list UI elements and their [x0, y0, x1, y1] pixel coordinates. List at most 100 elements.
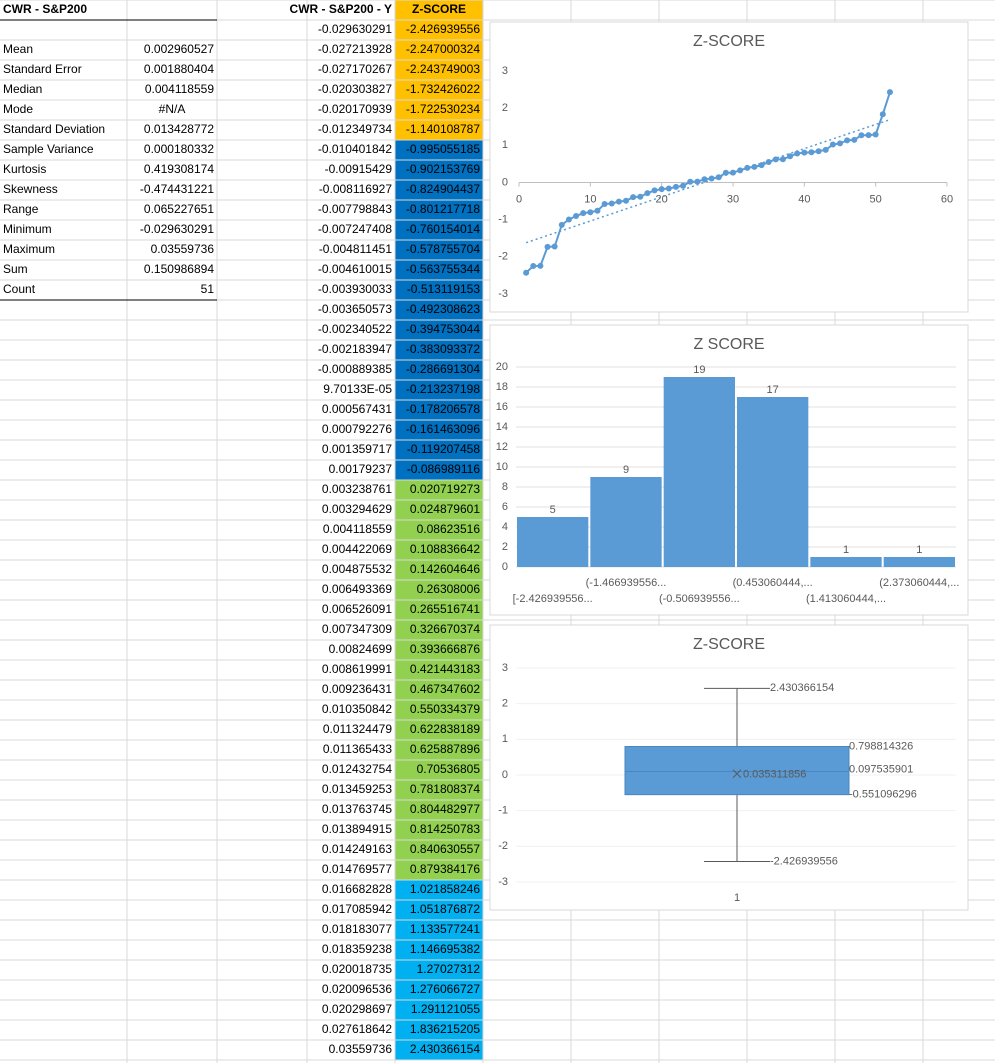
cell-value: -1.140108787 [406, 122, 480, 136]
cell-value: 0.879384176 [410, 862, 480, 876]
cell-value: 0.840630557 [410, 842, 480, 856]
cell-value: 0.020018735 [322, 962, 392, 976]
cell-value: 0.00179237 [329, 462, 393, 476]
x-tick-label: 10 [584, 193, 596, 205]
data-label: 2.430366154 [770, 682, 834, 694]
cell-value: 0.020719273 [410, 482, 480, 496]
cell-value: 1.276066727 [410, 982, 480, 996]
cell-fill [395, 440, 483, 460]
data-label: 17 [767, 384, 779, 396]
stat-label: Minimum [3, 222, 52, 236]
data-point [608, 200, 615, 207]
y-tick-label: -3 [498, 288, 508, 300]
cell-value: 0.814250783 [410, 822, 480, 836]
cell-value: 0.018183077 [322, 922, 392, 936]
x-tick-label: 1 [734, 892, 740, 904]
x-tick-label: (2.373060444,... [879, 577, 959, 589]
cell-fill [395, 180, 483, 200]
data-label: 0.035311856 [743, 769, 806, 781]
cell-value: -2.426939556 [406, 22, 480, 36]
data-point [844, 137, 851, 144]
cell-value: 0.004118559 [323, 522, 393, 536]
cell-value: -0.007247408 [318, 222, 392, 236]
bar [737, 397, 809, 567]
y-tick-label: 12 [496, 441, 508, 453]
cell-fill [395, 120, 483, 140]
cell-value: 0.781808374 [410, 782, 480, 796]
data-point [722, 169, 729, 176]
x-tick-label: 0 [516, 193, 522, 205]
data-point [886, 89, 893, 96]
stat-value: 0.002960527 [144, 42, 214, 56]
data-label: 5 [550, 504, 556, 516]
x-tick-label: (0.453060444,... [733, 577, 813, 589]
data-point [701, 176, 708, 183]
cell-value: -0.000889385 [318, 362, 392, 376]
cell-fill [395, 100, 483, 120]
cell-value: 0.000792276 [322, 422, 392, 436]
data-point [565, 216, 572, 223]
data-point [829, 141, 836, 148]
cell-fill [395, 280, 483, 300]
cell-fill [395, 240, 483, 260]
cell-value: 1.021858246 [410, 882, 480, 896]
y-tick-label: 3 [502, 65, 508, 77]
cell-value: 0.003294629 [322, 502, 392, 516]
x-tick-label: (-1.466939556... [586, 577, 667, 589]
cell-value: 0.000567431 [322, 402, 392, 416]
cell-value: -0.286691304 [406, 362, 480, 376]
stat-value: 0.065227651 [144, 202, 214, 216]
cell-value: 0.013763745 [322, 802, 392, 816]
stat-label: Sample Variance [3, 142, 94, 156]
y-tick-label: 4 [502, 521, 508, 533]
stat-value: #N/A [159, 102, 186, 116]
cell-fill [395, 600, 483, 620]
cell-value: 0.001359717 [322, 442, 392, 456]
data-point [665, 185, 672, 192]
data-point [708, 175, 715, 182]
x-tick-label: 50 [870, 193, 882, 205]
stat-label: Kurtosis [3, 162, 46, 176]
cell-value: -0.563755344 [406, 262, 480, 276]
cell-fill [395, 540, 483, 560]
data-point [808, 149, 815, 156]
cell-value: 0.393666876 [410, 642, 480, 656]
y-tick-label: 16 [496, 401, 508, 413]
data-point [573, 213, 580, 220]
y-tick-label: -3 [498, 876, 508, 888]
cell-value: 0.013894915 [322, 822, 392, 836]
chart-title: Z-SCORE [693, 33, 765, 50]
cell-value: 0.007347309 [322, 622, 392, 636]
data-label: 0.798814326 [849, 740, 913, 752]
chart-frame [489, 21, 969, 313]
cell-value: 0.70536805 [417, 762, 481, 776]
stat-value: 0.001880404 [144, 62, 214, 76]
cell-fill [395, 460, 483, 480]
cell-fill [395, 320, 483, 340]
cell-value: -0.995055185 [406, 142, 480, 156]
stat-label: Maximum [3, 242, 55, 256]
cell-value: -0.004811451 [319, 242, 393, 256]
data-point [687, 178, 694, 185]
data-point [730, 169, 736, 176]
data-line [525, 91, 891, 274]
data-point [772, 156, 779, 163]
cell-fill [395, 660, 483, 680]
cell-value: 0.03559736 [329, 1042, 393, 1056]
cell-fill [395, 860, 483, 880]
cell-value: -0.578755704 [406, 242, 480, 256]
header-cell: CWR - S&P200 - Y [290, 2, 392, 16]
y-tick-label: -2 [498, 251, 508, 263]
cell-fill [395, 800, 483, 820]
cell-fill [395, 480, 483, 500]
cell-value: 0.027618642 [322, 1022, 392, 1036]
cell-value: 0.004875532 [322, 562, 392, 576]
data-point [865, 132, 872, 139]
cell-fill [395, 720, 483, 740]
cell-fill [395, 260, 483, 280]
cell-value: -0.012349734 [318, 122, 392, 136]
stat-value: 0.419308174 [144, 162, 214, 176]
cell-value: -0.020303827 [318, 82, 392, 96]
cell-value: 0.467347602 [410, 682, 480, 696]
